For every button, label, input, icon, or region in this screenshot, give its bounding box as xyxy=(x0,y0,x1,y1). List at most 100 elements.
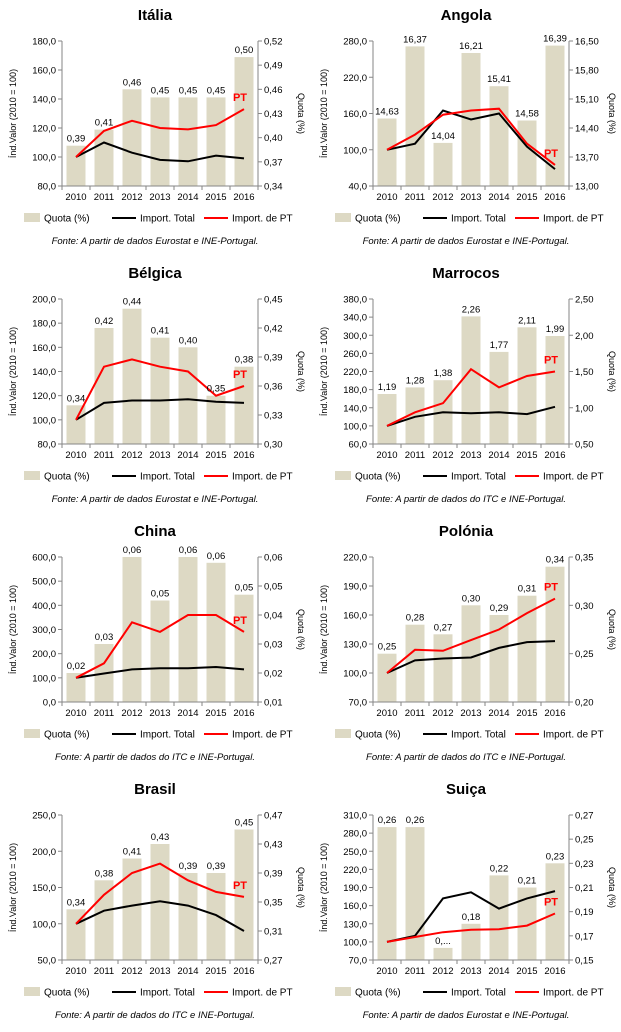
quota-bar xyxy=(150,600,170,702)
legend-label-quota: Quota (%) xyxy=(44,214,90,225)
legend-label-pt: Import. de PT xyxy=(232,730,293,741)
right-tick-label: 0,06 xyxy=(264,553,283,564)
chart-panel: Bélgica 80,0 100,0 120,0 140,0 160,0 180,0 200,… xyxy=(0,258,310,516)
legend-swatch-quota xyxy=(335,729,351,738)
legend-label-total: Import. Total xyxy=(140,472,195,483)
line-import-total xyxy=(386,890,556,943)
left-tick-label: 300,0 xyxy=(32,625,56,636)
legend-label-total: Import. Total xyxy=(451,214,506,225)
right-tick-label: 0,21 xyxy=(575,883,594,894)
y2-axis-label: Quota (%) xyxy=(607,351,617,392)
quota-data-label: 1,77 xyxy=(490,340,509,351)
x-tick-label: 2012 xyxy=(432,708,453,719)
x-tick-label: 2016 xyxy=(544,966,565,977)
quota-bar xyxy=(517,595,537,702)
left-tick-label: 190,0 xyxy=(343,582,367,593)
chart-source: Fonte: A partir de dados do ITC e INE-Po… xyxy=(55,1010,255,1021)
quota-data-label: 0,26 xyxy=(406,815,425,826)
quota-bar xyxy=(206,97,226,186)
quota-bar xyxy=(489,615,509,702)
quota-bar xyxy=(234,57,254,186)
left-tick-label: 80,0 xyxy=(38,182,57,193)
x-tick-label: 2010 xyxy=(376,708,397,719)
quota-bar xyxy=(489,351,509,444)
chart-svg: Brasil 50,0 100,0 150,0 200,0 250,0 0,27 0,31 0,… xyxy=(8,781,306,1021)
quota-bar xyxy=(405,46,425,187)
left-tick-label: 280,0 xyxy=(343,829,367,840)
legend-label-pt: Import. de PT xyxy=(543,472,604,483)
x-tick-label: 2014 xyxy=(177,708,198,719)
x-tick-label: 2016 xyxy=(233,192,254,203)
quota-data-label: 0,45 xyxy=(151,85,170,96)
quota-data-label: 0,06 xyxy=(123,545,142,556)
quota-bar xyxy=(206,562,226,702)
quota-data-label: 0,46 xyxy=(123,77,142,88)
left-tick-label: 100,0 xyxy=(343,421,367,432)
quota-bar xyxy=(377,653,397,702)
right-tick-label: 0,39 xyxy=(264,869,283,880)
left-tick-label: 150,0 xyxy=(32,883,56,894)
y-axis-label: Índ.Valor (2010 = 100) xyxy=(8,69,18,158)
chart-panel: Brasil 50,0 100,0 150,0 200,0 250,0 0,27 0,31 0,… xyxy=(0,774,310,1032)
chart-title: Polónia xyxy=(439,523,494,540)
x-tick-label: 2015 xyxy=(205,450,226,461)
quota-data-label: 0,41 xyxy=(95,118,114,129)
line-import-pt xyxy=(386,912,556,943)
x-tick-label: 2010 xyxy=(376,966,397,977)
quota-data-label: 0,34 xyxy=(546,555,565,566)
x-tick-label: 2013 xyxy=(149,966,170,977)
chart-title: Itália xyxy=(138,7,173,24)
legend-label-quota: Quota (%) xyxy=(44,472,90,483)
left-tick-label: 130,0 xyxy=(343,640,367,651)
x-tick-label: 2014 xyxy=(488,192,509,203)
right-tick-label: 14,40 xyxy=(575,124,599,135)
quota-bar xyxy=(461,605,481,702)
chart-panel: Polónia 70,0 100,0 130,0 160,0 190,0 220,0 0,20… xyxy=(311,516,621,774)
quota-bar xyxy=(178,557,198,702)
x-tick-label: 2015 xyxy=(516,192,537,203)
right-tick-label: 0,03 xyxy=(264,640,283,651)
chart-title: China xyxy=(134,523,176,540)
right-tick-label: 13,00 xyxy=(575,182,599,193)
left-tick-label: 100,0 xyxy=(32,153,56,164)
quota-data-label: 1,99 xyxy=(546,324,565,335)
left-tick-label: 70,0 xyxy=(349,956,368,967)
quota-data-label: 0,06 xyxy=(207,551,226,562)
right-tick-label: 0,39 xyxy=(264,353,283,364)
chart-svg: Suiça 70,0 100,0 130,0 160,0 190,0 220,0 250,0 2… xyxy=(319,781,617,1021)
legend-swatch-quota xyxy=(24,729,40,738)
line-import-pt xyxy=(75,108,245,158)
y-axis-label: Índ.Valor (2010 = 100) xyxy=(319,843,329,932)
chart-source: Fonte: A partir de dados do ITC e INE-Po… xyxy=(366,752,566,763)
legend-label-quota: Quota (%) xyxy=(355,214,401,225)
chart-source: Fonte: A partir de dados Eurostat e INE-… xyxy=(363,236,570,247)
quota-data-label: 0,25 xyxy=(378,642,397,653)
quota-data-label: 0,34 xyxy=(67,897,86,908)
quota-bar xyxy=(433,634,453,702)
quota-data-label: 0,39 xyxy=(207,861,226,872)
quota-bar xyxy=(377,827,397,960)
legend-swatch-quota xyxy=(335,987,351,996)
chart-title: Bélgica xyxy=(128,265,182,282)
x-tick-label: 2014 xyxy=(177,192,198,203)
quota-data-label: 0,39 xyxy=(179,861,198,872)
quota-bar xyxy=(122,557,142,702)
x-tick-label: 2012 xyxy=(121,966,142,977)
quota-data-label: 0,23 xyxy=(546,851,565,862)
left-tick-label: 100,0 xyxy=(343,937,367,948)
chart-panel: Suiça 70,0 100,0 130,0 160,0 190,0 220,0 250,0 2… xyxy=(311,774,621,1032)
x-tick-label: 2013 xyxy=(460,708,481,719)
pt-series-label: PT xyxy=(233,369,247,381)
pt-series-label: PT xyxy=(544,582,558,594)
x-tick-label: 2016 xyxy=(233,708,254,719)
quota-bar xyxy=(66,405,86,444)
left-tick-label: 380,0 xyxy=(343,295,367,306)
legend-label-total: Import. Total xyxy=(140,214,195,225)
right-tick-label: 0,01 xyxy=(264,698,283,709)
quota-bar xyxy=(178,347,198,444)
left-tick-label: 120,0 xyxy=(32,124,56,135)
y-axis-label: Índ.Valor (2010 = 100) xyxy=(8,843,18,932)
left-tick-label: 220,0 xyxy=(343,553,367,564)
quota-data-label: 0,38 xyxy=(95,868,114,879)
left-tick-label: 200,0 xyxy=(32,847,56,858)
